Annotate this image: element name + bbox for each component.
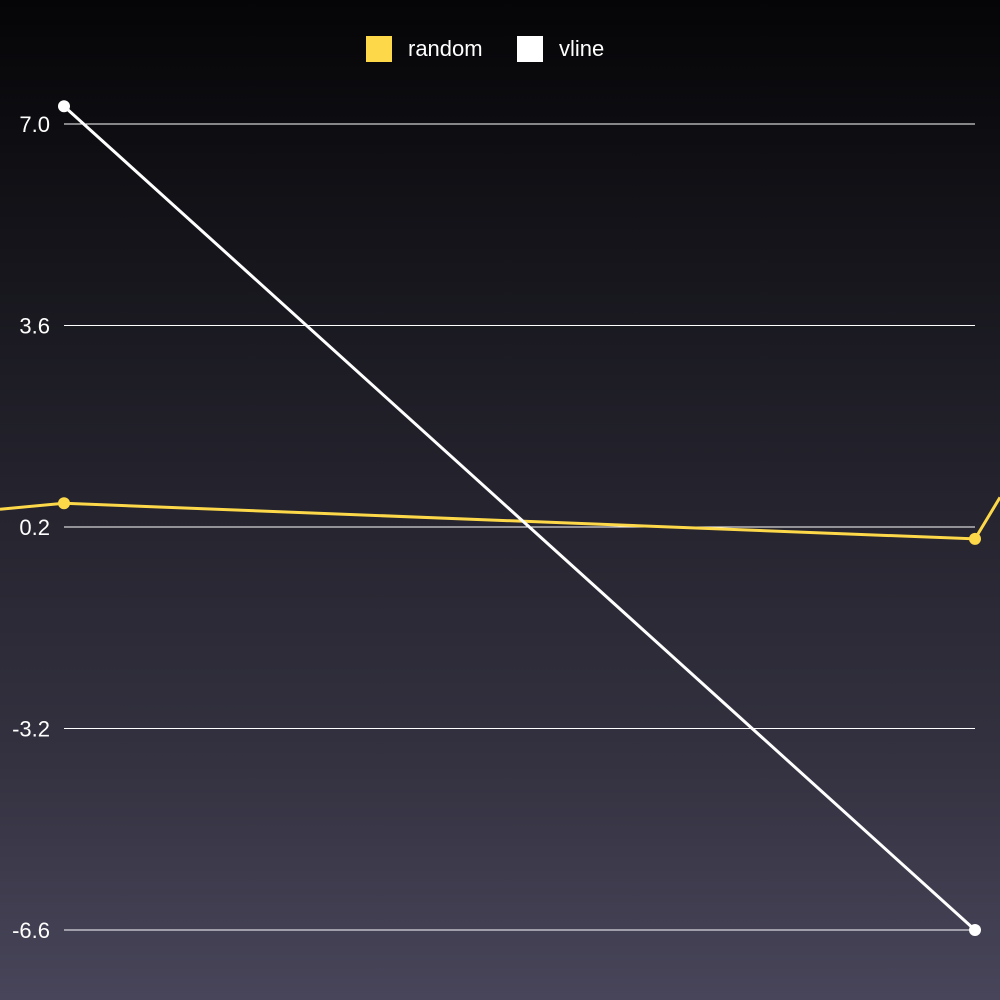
series-points <box>58 100 981 936</box>
data-point-vline[interactable] <box>58 100 70 113</box>
y-tick-label: -6.6 <box>12 918 50 943</box>
y-tick-label: 7.0 <box>19 112 50 137</box>
legend-swatch-random <box>366 36 392 62</box>
y-tick-label: 0.2 <box>19 515 50 540</box>
y-tick-label: 3.6 <box>19 314 50 339</box>
y-axis-labels: 7.0 3.6 0.2 -3.2 -6.6 <box>12 112 50 943</box>
series-lines <box>0 105 1000 932</box>
data-point-random[interactable] <box>58 497 70 510</box>
legend-swatch-vline <box>517 36 543 62</box>
legend-label-random: random <box>408 36 483 61</box>
data-point-vline[interactable] <box>969 924 981 936</box>
series-line-random <box>0 496 1000 541</box>
legend: random vline <box>366 36 604 62</box>
gridlines <box>64 123 975 931</box>
series-line-vline <box>62 105 977 932</box>
legend-label-vline: vline <box>559 36 604 61</box>
y-tick-label: -3.2 <box>12 717 50 742</box>
data-point-random[interactable] <box>969 532 981 545</box>
